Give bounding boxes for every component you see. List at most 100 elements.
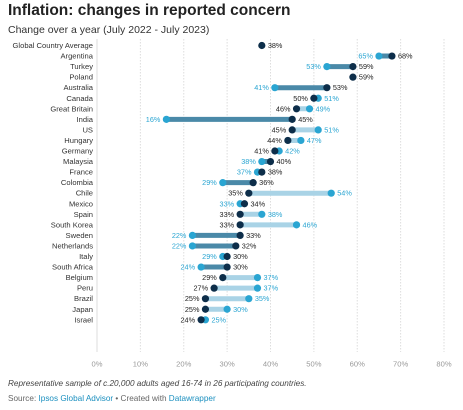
source-link[interactable]: Ipsos Global Advisor	[38, 394, 114, 403]
category-label: Spain	[74, 210, 93, 219]
end-dot	[236, 221, 244, 229]
value-label: 51%	[324, 125, 339, 134]
value-label: 46%	[303, 220, 318, 229]
x-tick-label: 0%	[92, 360, 103, 369]
start-dot	[323, 63, 331, 71]
value-label: 37%	[263, 273, 278, 282]
start-dot	[162, 115, 170, 123]
change-bar	[166, 116, 293, 122]
value-label: 45%	[298, 115, 313, 124]
end-dot	[223, 252, 231, 261]
category-label: Brazil	[74, 294, 93, 303]
end-dot	[201, 295, 210, 303]
start-dot	[219, 179, 227, 187]
value-label: 24%	[180, 263, 195, 272]
start-dot	[258, 157, 266, 166]
change-bar	[214, 285, 258, 291]
change-bar	[192, 243, 236, 249]
change-bar	[192, 232, 241, 238]
end-dot	[197, 316, 205, 324]
x-tick-label: 50%	[306, 360, 321, 369]
end-dot	[292, 105, 301, 113]
end-dot	[271, 147, 279, 155]
change-bar	[205, 306, 228, 312]
source-line: Source: Ipsos Global Advisor • Created w…	[8, 394, 216, 403]
end-dot	[288, 115, 296, 123]
x-tick-label: 80%	[436, 360, 451, 369]
x-tick-label: 20%	[176, 360, 191, 369]
end-dot	[240, 200, 249, 208]
value-label: 41%	[254, 147, 269, 156]
end-dot	[284, 136, 292, 145]
end-dot	[258, 168, 266, 176]
value-label: 32%	[242, 241, 257, 250]
category-label: South Korea	[51, 220, 94, 229]
start-dot	[375, 52, 383, 60]
category-label: US	[82, 125, 93, 134]
value-label: 30%	[233, 252, 248, 261]
chart-title: Inflation: changes in reported concern	[8, 2, 291, 19]
x-tick-label: 60%	[350, 360, 365, 369]
value-label: 51%	[324, 94, 339, 103]
value-label: 30%	[233, 263, 248, 272]
end-dot	[245, 189, 253, 197]
category-label: Canada	[66, 94, 93, 103]
category-label: Australia	[63, 83, 93, 92]
category-label: Netherlands	[52, 241, 93, 250]
end-dot	[201, 305, 210, 313]
start-dot	[253, 284, 262, 292]
start-dot	[197, 263, 205, 271]
value-label: 50%	[293, 94, 308, 103]
start-dot	[314, 126, 322, 134]
value-label: 38%	[268, 210, 283, 219]
value-label: 24%	[180, 315, 195, 324]
value-label: 22%	[172, 241, 187, 250]
source-prefix: Source:	[8, 394, 39, 403]
category-label: Italy	[79, 252, 93, 261]
value-label: 34%	[250, 199, 265, 208]
value-label: 33%	[246, 231, 261, 240]
category-label: France	[69, 168, 93, 177]
value-label: 16%	[146, 115, 161, 124]
value-label: 53%	[333, 83, 348, 92]
category-label: Argentina	[60, 52, 93, 61]
end-dot	[249, 179, 257, 187]
start-dot	[245, 295, 253, 303]
end-dot	[349, 63, 357, 71]
value-label: 40%	[277, 157, 292, 166]
chart-subtitle: Change over a year (July 2022 - July 202…	[8, 24, 210, 36]
value-label: 59%	[359, 62, 374, 71]
value-label: 25%	[211, 315, 226, 324]
value-label: 33%	[220, 220, 235, 229]
end-dot	[266, 157, 275, 166]
start-dot	[297, 136, 305, 145]
end-dot	[288, 126, 296, 134]
end-dot	[223, 263, 231, 271]
value-label: 65%	[358, 52, 373, 61]
category-label: Global Country Average	[13, 41, 94, 50]
end-dot	[236, 231, 244, 239]
change-bar	[240, 222, 297, 228]
category-label: Israel	[74, 315, 93, 324]
change-bar	[222, 180, 254, 186]
value-label: 33%	[220, 199, 235, 208]
value-label: 25%	[185, 305, 200, 314]
change-bar	[248, 190, 332, 196]
value-label: 29%	[202, 178, 217, 187]
category-label: Turkey	[70, 62, 93, 71]
value-label: 59%	[359, 73, 374, 82]
end-dot	[210, 284, 218, 292]
value-label: 29%	[202, 252, 217, 261]
category-label: Mexico	[69, 199, 93, 208]
change-bar	[222, 275, 258, 281]
change-bar	[205, 296, 249, 302]
category-label: Hungary	[64, 136, 93, 145]
start-dot	[327, 189, 335, 197]
end-dot	[232, 242, 240, 250]
datawrapper-link[interactable]: Datawrapper	[168, 394, 216, 403]
value-label: 68%	[398, 52, 413, 61]
category-label: India	[77, 115, 94, 124]
start-dot	[258, 210, 266, 218]
change-bar	[326, 64, 353, 70]
category-label: South Africa	[52, 263, 94, 272]
